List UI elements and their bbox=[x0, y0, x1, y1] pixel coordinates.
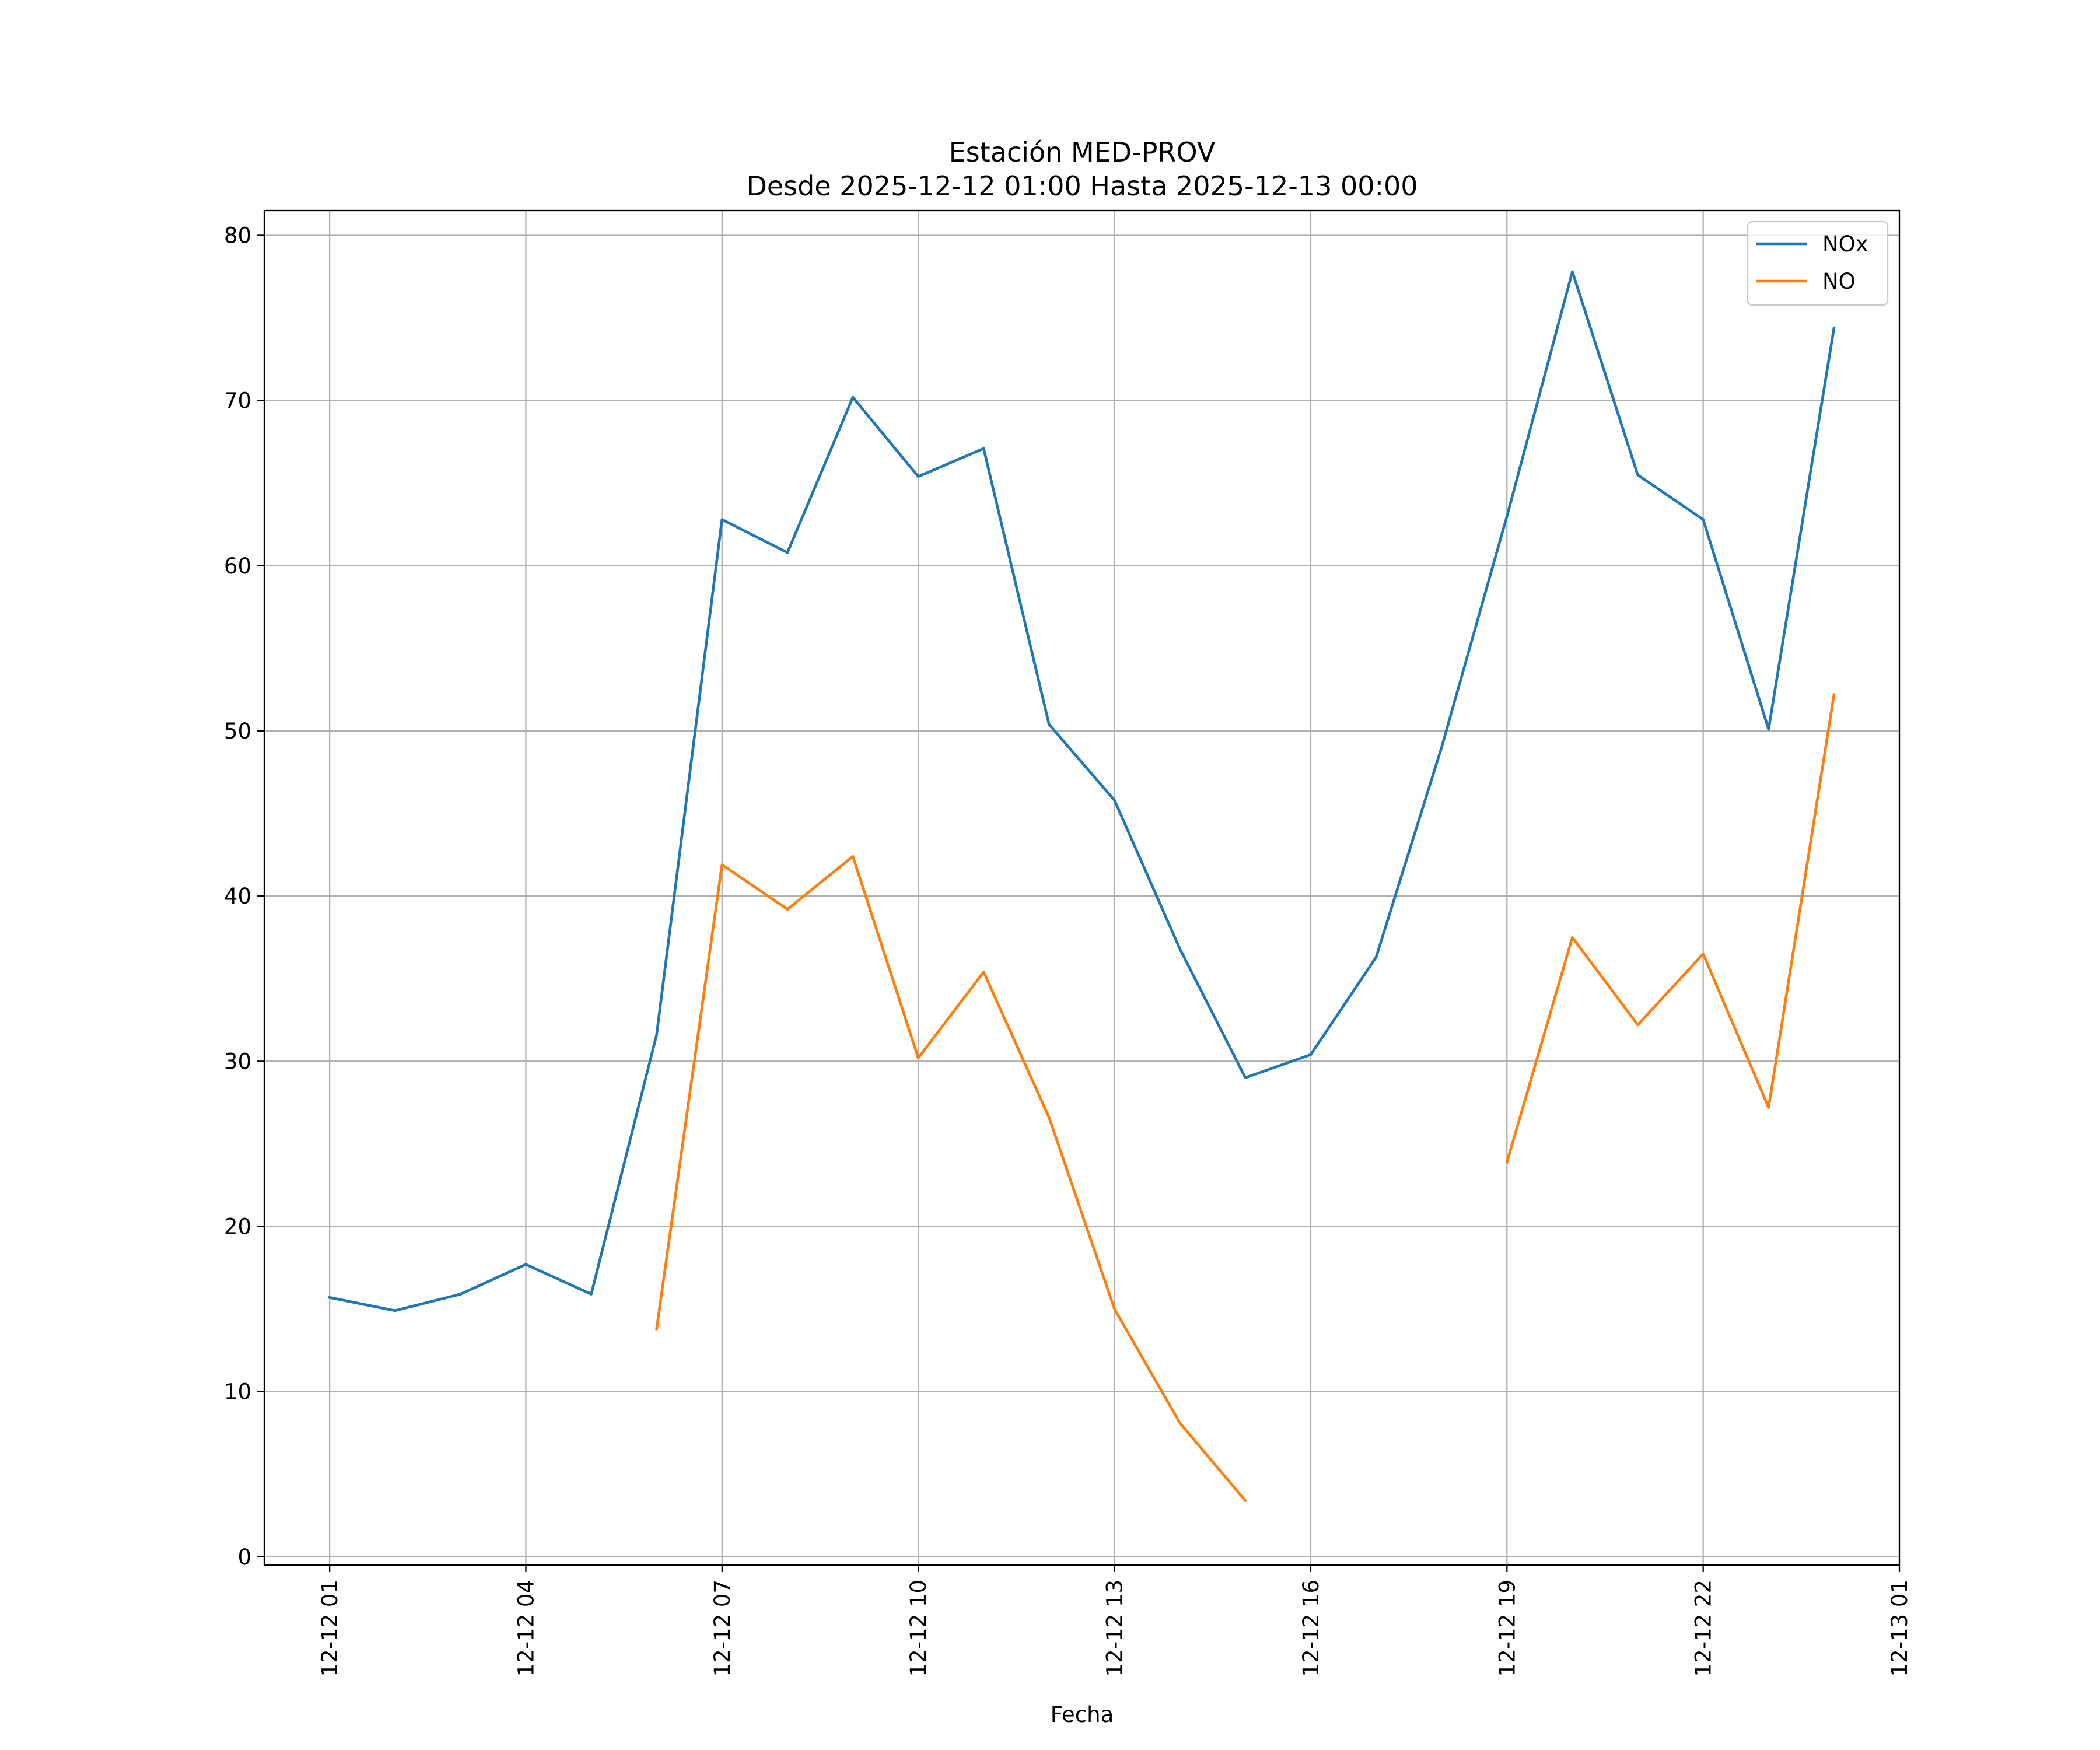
x-tick-label: 12-12 01 bbox=[317, 1580, 342, 1676]
axis-ticks: 12-12 01 12-12 04 12-12 07 12-12 10 12-12 13… bbox=[224, 223, 1912, 1676]
y-tick-label: 50 bbox=[224, 719, 251, 744]
y-tick-label: 70 bbox=[224, 388, 251, 414]
x-axis-label: Fecha bbox=[1051, 1702, 1114, 1727]
y-tick-label: 40 bbox=[224, 884, 251, 909]
x-tick-label: 12-12 16 bbox=[1298, 1580, 1324, 1676]
y-tick-label: 20 bbox=[224, 1214, 251, 1240]
x-tick-label: 12-12 07 bbox=[710, 1580, 735, 1676]
no-series-line bbox=[1505, 693, 1836, 1164]
x-tick-label: 12-12 19 bbox=[1494, 1580, 1520, 1676]
legend: NOx NO bbox=[1746, 220, 1889, 306]
series-lines bbox=[328, 270, 1836, 1503]
x-tick-label: 12-13 01 bbox=[1887, 1580, 1912, 1676]
x-tick-label: 12-12 10 bbox=[906, 1580, 931, 1676]
chart-subtitle: Desde 2025-12-12 01:00 Hasta 2025-12-13 … bbox=[746, 170, 1418, 202]
no-series-line bbox=[655, 855, 1248, 1503]
y-tick-label: 80 bbox=[224, 223, 251, 248]
y-tick-label: 0 bbox=[237, 1545, 251, 1570]
plot-area-frame bbox=[263, 209, 1901, 1566]
x-tick-label: 12-12 13 bbox=[1102, 1580, 1128, 1676]
x-tick-label: 12-12 04 bbox=[513, 1580, 538, 1676]
x-tick-label: 12-12 22 bbox=[1691, 1580, 1716, 1676]
legend-label-nox: NOx bbox=[1822, 232, 1868, 257]
y-tick-label: 10 bbox=[224, 1380, 251, 1405]
y-tick-label: 60 bbox=[224, 554, 251, 579]
chart-title: Estación MED-PROV bbox=[949, 136, 1216, 168]
legend-label-no: NO bbox=[1822, 269, 1856, 294]
nox-series-line bbox=[328, 270, 1836, 1312]
y-tick-label: 30 bbox=[224, 1049, 251, 1074]
